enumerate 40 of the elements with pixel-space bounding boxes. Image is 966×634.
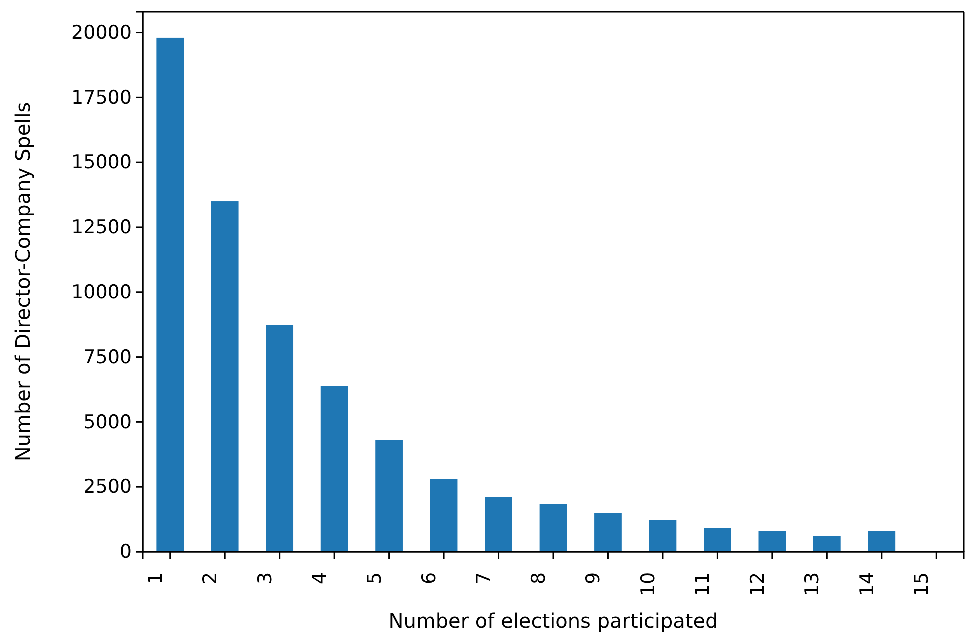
bar [485, 497, 512, 552]
x-tick-label: 12 [746, 572, 769, 597]
x-tick-label: 3 [254, 572, 276, 585]
x-tick-label: 13 [802, 572, 824, 597]
x-tick-label: 1 [144, 572, 167, 585]
bar [704, 528, 732, 552]
x-tick-label: 8 [528, 572, 550, 585]
x-axis-title: Number of elections participated [388, 609, 718, 633]
bar [594, 513, 622, 552]
y-axis-title: Number of Director-Company Spells [11, 102, 35, 462]
x-tick-label: 6 [418, 572, 440, 585]
x-tick-label: 10 [637, 572, 660, 597]
bar [649, 520, 677, 552]
bar [376, 440, 403, 552]
y-tick-label: 5000 [84, 411, 132, 434]
x-tick-label: 5 [364, 572, 386, 585]
bar [813, 536, 841, 552]
bar [540, 504, 568, 552]
y-tick-label: 10000 [72, 281, 132, 304]
bar [156, 38, 184, 552]
bar [211, 202, 239, 552]
bar [868, 531, 896, 552]
bar [320, 386, 348, 552]
bar [266, 325, 294, 552]
x-tick-label: 11 [692, 572, 714, 597]
y-tick-label: 2500 [84, 476, 132, 498]
y-tick-label: 15000 [72, 152, 132, 174]
x-tick-label: 15 [911, 572, 934, 597]
y-tick-label: 0 [120, 541, 132, 564]
y-tick-label: 20000 [72, 22, 132, 44]
bar [430, 479, 458, 552]
x-tick-label: 4 [309, 572, 332, 585]
y-tick-label: 17500 [72, 86, 132, 109]
x-tick-label: 14 [856, 572, 878, 597]
bar [758, 531, 786, 552]
x-tick-label: 2 [200, 572, 222, 585]
x-tick-label: 9 [582, 572, 605, 585]
y-tick-label: 7500 [84, 346, 132, 368]
x-tick-label: 7 [473, 572, 496, 585]
y-tick-label: 12500 [72, 216, 132, 239]
